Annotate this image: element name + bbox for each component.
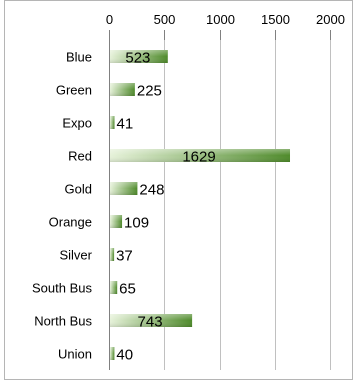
data-label-south-bus: 65 [119, 281, 136, 298]
x-axis-ticks: 0 500 1000 1500 2000 [106, 12, 345, 40]
x-tick-label-0: 0 [106, 12, 113, 27]
data-label-green: 225 [137, 83, 162, 100]
bar-shade-union [110, 347, 115, 360]
data-label-orange: 109 [124, 215, 149, 232]
chart-frame [4, 0, 353, 380]
category-label-blue: Blue [66, 50, 92, 65]
data-label-north-bus: 743 [138, 314, 163, 331]
category-label-orange: Orange [49, 215, 92, 230]
category-label-union: Union [58, 347, 92, 362]
category-labels: Blue Green Expo Red Gold Orange Silver South Bu… [32, 50, 93, 362]
data-label-silver: 37 [116, 248, 133, 265]
bar-shade-orange [110, 215, 123, 228]
data-label-blue: 523 [125, 50, 150, 67]
data-label-gold: 248 [139, 182, 164, 199]
category-label-gold: Gold [65, 182, 92, 197]
bar-shade-south-bus [110, 281, 118, 294]
data-label-expo: 41 [117, 116, 134, 133]
category-label-green: Green [56, 83, 92, 98]
x-tick-label-500: 500 [154, 12, 176, 27]
category-label-silver: Silver [59, 248, 92, 263]
bar-shade-north-bus [110, 314, 193, 327]
bar-shade-blue [110, 50, 168, 63]
x-tick-label-2000: 2000 [316, 12, 345, 27]
bars [110, 50, 291, 360]
x-tick-label-1000: 1000 [206, 12, 235, 27]
category-label-expo: Expo [62, 116, 92, 131]
x-tick-label-1500: 1500 [261, 12, 290, 27]
data-label-red: 1629 [182, 149, 215, 166]
category-label-south-bus: South Bus [32, 281, 92, 296]
category-label-red: Red [68, 149, 92, 164]
bar-shade-green [110, 83, 135, 96]
bar-shade-expo [110, 116, 115, 129]
bar-shade-red [110, 149, 291, 162]
bar-shade-gold [110, 182, 138, 195]
data-label-union: 40 [116, 347, 133, 364]
bar-shade-silver [110, 248, 115, 261]
category-label-north-bus: North Bus [34, 314, 92, 329]
